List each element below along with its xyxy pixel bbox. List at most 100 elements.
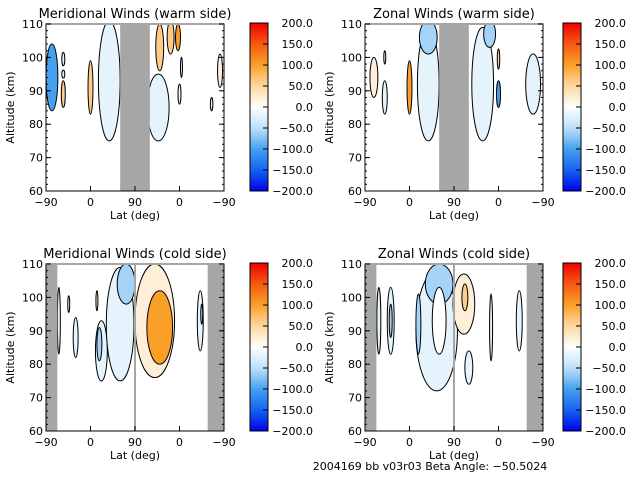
no-data-region (526, 264, 543, 431)
contour-region (496, 48, 501, 70)
x-axis-label: Lat (deg) (110, 449, 160, 462)
x-tick-label: 0 (87, 436, 94, 449)
colorbar-tick-label: −50.0 (592, 362, 626, 375)
contour-region (97, 24, 121, 142)
y-tick-label: 70 (348, 392, 362, 405)
colorbar-tick-label: 100.0 (282, 299, 314, 312)
contour-region (166, 24, 175, 55)
chart-panel-4: 60 70 80 90 100 110 −90 0 90 0 −90 Zonal Winds (col… (323, 247, 626, 462)
no-data-region (439, 24, 469, 191)
colorbar-tick-label: 0.0 (296, 101, 314, 114)
colorbar-tick-label: 150.0 (595, 278, 627, 291)
contour-region (146, 73, 170, 142)
no-data-region (207, 264, 224, 431)
contour-region (217, 53, 224, 88)
chart-panel-3: 60 70 80 90 100 110 −90 0 90 0 −90 Meridional Winds… (4, 247, 313, 462)
x-tick-label: −90 (34, 436, 57, 449)
contour-region (56, 286, 61, 355)
colorbar-tick-label: −100.0 (272, 383, 313, 396)
x-axis-label: Lat (deg) (429, 449, 479, 462)
contour-region (67, 295, 71, 313)
contour-region (464, 350, 474, 385)
x-tick-label: 0 (176, 436, 183, 449)
colorbar-tick-label: 100.0 (282, 59, 314, 72)
colorbar-tick-label: −150.0 (272, 404, 313, 417)
colorbar-tick-label: −100.0 (272, 143, 313, 156)
colorbar-tick-label: 50.0 (289, 320, 314, 333)
colorbar-tick-label: 0.0 (609, 101, 627, 114)
y-tick-label: 110 (341, 258, 362, 271)
y-axis-label: Altitude (km) (4, 71, 17, 143)
y-axis-label: Altitude (km) (323, 71, 336, 143)
y-tick-label: 80 (348, 358, 362, 371)
contour-layer (369, 24, 542, 191)
x-tick-label: 90 (128, 196, 142, 209)
no-data-region (46, 264, 58, 431)
contour-region (471, 26, 495, 142)
contour-region (60, 80, 66, 108)
contour-region (87, 60, 94, 115)
colorbar-tick-label: 200.0 (282, 17, 314, 30)
contour-region (388, 303, 393, 338)
y-tick-label: 60 (348, 425, 362, 438)
colorbar-tick-label: 50.0 (289, 80, 314, 93)
y-tick-label: 100 (341, 291, 362, 304)
y-tick-label: 90 (348, 85, 362, 98)
x-tick-label: 90 (128, 436, 142, 449)
y-tick-label: 100 (22, 51, 43, 64)
y-tick-label: 90 (29, 85, 43, 98)
x-tick-label: −90 (353, 436, 376, 449)
contour-region (175, 24, 181, 52)
contour-region (116, 264, 136, 305)
contour-region (406, 60, 413, 115)
x-tick-label: −90 (531, 436, 554, 449)
chart-panel-1: 60 70 80 90 100 110 −90 0 90 0 −90 Meridional Winds… (4, 7, 313, 222)
contour-region (46, 43, 59, 112)
x-tick-label: −90 (212, 196, 235, 209)
contour-region (525, 53, 542, 115)
x-axis-label: Lat (deg) (110, 209, 160, 222)
contour-region (381, 80, 388, 115)
contour-region (177, 83, 182, 105)
contour-layer (365, 264, 543, 431)
colorbar-tick-label: −100.0 (585, 143, 626, 156)
colorbar-tick-label: −150.0 (585, 164, 626, 177)
contour-region (461, 283, 469, 312)
colorbar-tick-label: −200.0 (585, 185, 626, 198)
colorbar-tick-label: 0.0 (609, 341, 627, 354)
contour-region (61, 69, 66, 79)
x-tick-label: 90 (447, 196, 461, 209)
y-tick-label: 100 (341, 51, 362, 64)
colorbar-tick-label: 50.0 (602, 320, 627, 333)
contour-region (209, 96, 214, 112)
x-tick-label: −90 (34, 196, 57, 209)
colorbar-tick-label: 200.0 (282, 257, 314, 270)
contour-region (415, 293, 422, 355)
chart-title: Zonal Winds (warm side) (373, 7, 535, 22)
colorbar-tick-label: −50.0 (279, 122, 313, 135)
contour-region (496, 80, 501, 108)
contour-region (383, 50, 387, 65)
y-tick-label: 70 (29, 392, 43, 405)
colorbar-tick-label: 100.0 (595, 59, 627, 72)
chart-panel-2: 60 70 80 90 100 110 −90 0 90 0 −90 Zonal Winds (war… (323, 7, 626, 222)
y-tick-label: 110 (22, 258, 43, 271)
contour-layer (46, 24, 224, 191)
colorbar-tick-label: 150.0 (595, 38, 627, 51)
x-tick-label: 0 (406, 196, 413, 209)
y-tick-label: 90 (29, 325, 43, 338)
y-axis-label: Altitude (km) (323, 311, 336, 383)
colorbar-tick-label: 100.0 (595, 299, 627, 312)
colorbar-tick-label: 50.0 (602, 80, 627, 93)
x-tick-label: 0 (495, 196, 502, 209)
x-tick-label: −90 (353, 196, 376, 209)
colorbar-tick-label: 200.0 (595, 257, 627, 270)
y-tick-label: 70 (29, 152, 43, 165)
colorbar-tick-label: 0.0 (296, 341, 314, 354)
y-tick-label: 100 (22, 291, 43, 304)
y-tick-label: 90 (348, 325, 362, 338)
colorbar-tick-label: −150.0 (272, 164, 313, 177)
y-tick-label: 110 (341, 18, 362, 31)
y-tick-label: 80 (29, 118, 43, 131)
